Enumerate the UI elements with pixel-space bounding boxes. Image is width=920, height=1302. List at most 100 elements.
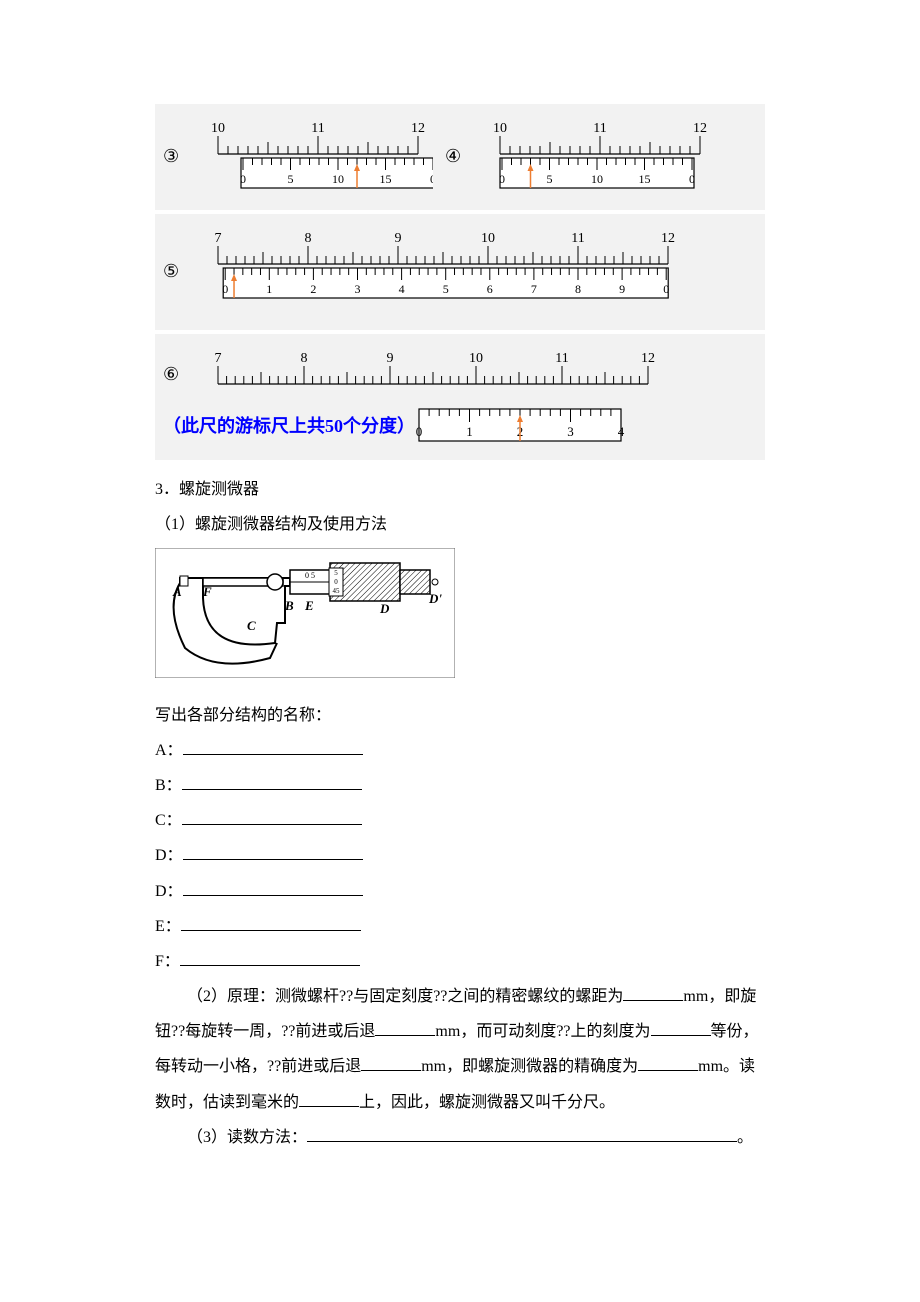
svg-text:9: 9 <box>395 231 402 246</box>
svg-text:11: 11 <box>593 121 606 136</box>
reading-method-label: （3）读数方法： <box>187 1129 307 1146</box>
svg-text:8: 8 <box>305 231 312 246</box>
section-3-sub1: （1）螺旋测微器结构及使用方法 <box>155 507 765 542</box>
blank-B <box>182 771 362 790</box>
caliper-4-diagram: 1011120510150 <box>485 112 715 202</box>
blank-E <box>181 912 361 931</box>
svg-text:8: 8 <box>301 351 308 366</box>
svg-text:12: 12 <box>661 231 675 246</box>
svg-text:15: 15 <box>639 172 651 186</box>
caliper-6-number: ⑥ <box>163 355 191 395</box>
svg-text:11: 11 <box>555 351 568 366</box>
svg-text:3: 3 <box>567 424 574 439</box>
label-E: E <box>304 598 314 613</box>
part-C-label: C： <box>155 812 182 829</box>
svg-text:3: 3 <box>355 282 361 296</box>
svg-text:0: 0 <box>222 282 228 296</box>
label-F: F <box>202 584 212 599</box>
svg-text:45: 45 <box>333 587 341 595</box>
part-D2-label: D： <box>155 883 183 900</box>
svg-text:0: 0 <box>430 172 433 186</box>
part-B-label: B： <box>155 777 182 794</box>
blank-C <box>182 807 362 826</box>
svg-text:9: 9 <box>619 282 625 296</box>
svg-text:5: 5 <box>288 172 294 186</box>
svg-text:10: 10 <box>481 231 495 246</box>
caliper-3-number: ③ <box>163 137 191 177</box>
principle-paragraph: （2）原理：测微螺杆??与固定刻度??之间的精密螺纹的螺距为mm，即旋钮??每旋… <box>155 979 765 1120</box>
reading-method-line: （3）读数方法： 。 <box>155 1120 765 1155</box>
page-content: ③ 1011120510150 ④ 1011120510150 ⑤ 789101… <box>0 0 920 1215</box>
parts-intro: 写出各部分结构的名称： <box>155 698 765 733</box>
svg-text:12: 12 <box>641 351 655 366</box>
part-A-line: A： <box>155 733 765 768</box>
blank-p5 <box>638 1053 698 1072</box>
caliper-6-vernier: 01234 <box>415 407 625 452</box>
caliper-panel-6: ⑥ 789101112 （此尺的游标尺上共50个分度） 01234 <box>155 334 765 460</box>
svg-text:12: 12 <box>411 121 425 136</box>
label-B: B <box>284 598 294 613</box>
svg-text:5: 5 <box>443 282 449 296</box>
part-C-line: C： <box>155 803 765 838</box>
blank-p4 <box>361 1053 421 1072</box>
caliper-5-number: ⑤ <box>163 252 191 292</box>
blank-reading <box>307 1123 737 1142</box>
svg-text:5: 5 <box>547 172 553 186</box>
svg-text:4: 4 <box>399 282 405 296</box>
svg-text:9: 9 <box>387 351 394 366</box>
svg-text:10: 10 <box>591 172 603 186</box>
part-E-line: E： <box>155 909 765 944</box>
svg-text:0: 0 <box>499 172 505 186</box>
caliper-6-note: （此尺的游标尺上共50个分度） <box>163 407 415 447</box>
svg-text:15: 15 <box>380 172 392 186</box>
part-B-line: B： <box>155 768 765 803</box>
principle-t5: mm，即螺旋测微器的精确度为 <box>421 1058 638 1075</box>
svg-text:6: 6 <box>487 282 493 296</box>
part-F-line: F： <box>155 944 765 979</box>
blank-D2 <box>183 877 363 896</box>
blank-p3 <box>651 1018 711 1037</box>
svg-text:0: 0 <box>416 424 423 439</box>
part-D-line: D： <box>155 838 765 873</box>
principle-t3: mm，而可动刻度??上的刻度为 <box>435 1023 650 1040</box>
blank-D <box>183 842 363 861</box>
blank-p2 <box>375 1018 435 1037</box>
reading-method-end: 。 <box>737 1129 753 1146</box>
svg-text:12: 12 <box>693 121 707 136</box>
label-D: D <box>379 601 390 616</box>
blank-p6 <box>299 1088 359 1107</box>
principle-t1: （2）原理：测微螺杆??与固定刻度??之间的精密螺纹的螺距为 <box>187 988 623 1005</box>
caliper-3-diagram: 1011120510150 <box>203 112 433 202</box>
label-A: A <box>172 584 182 599</box>
label-C: C <box>247 618 256 633</box>
caliper-4-number: ④ <box>445 137 473 177</box>
part-D-label: D： <box>155 847 183 864</box>
micrometer-diagram: 0 5 5 0 45 A F B E C D D' <box>155 548 765 691</box>
section-3-title: 3．螺旋测微器 <box>155 472 765 507</box>
svg-text:10: 10 <box>332 172 344 186</box>
svg-text:11: 11 <box>571 231 584 246</box>
svg-text:7: 7 <box>215 351 222 366</box>
blank-F <box>180 947 360 966</box>
svg-text:0: 0 <box>334 578 338 586</box>
caliper-5-diagram: 78910111201234567890 <box>203 222 683 322</box>
part-D2-line: D： <box>155 874 765 909</box>
part-E-label: E： <box>155 918 181 935</box>
svg-text:1: 1 <box>466 424 473 439</box>
svg-text:0: 0 <box>663 282 669 296</box>
svg-text:2: 2 <box>310 282 316 296</box>
svg-text:7: 7 <box>215 231 222 246</box>
svg-text:10: 10 <box>211 121 225 136</box>
svg-text:4: 4 <box>618 424 625 439</box>
part-F-label: F： <box>155 953 180 970</box>
principle-t7: 上，因此，螺旋测微器又叫千分尺。 <box>359 1094 615 1111</box>
svg-text:8: 8 <box>575 282 581 296</box>
caliper-panel-5: ⑤ 78910111201234567890 <box>155 214 765 330</box>
svg-text:1: 1 <box>266 282 272 296</box>
caliper-panel-3-4: ③ 1011120510150 ④ 1011120510150 <box>155 104 765 210</box>
svg-text:0: 0 <box>689 172 695 186</box>
caliper-6-diagram: 789101112 <box>203 342 663 407</box>
blank-p1 <box>623 982 683 1001</box>
label-D-prime: D' <box>428 591 442 606</box>
sleeve-scale: 0 5 <box>305 571 315 580</box>
